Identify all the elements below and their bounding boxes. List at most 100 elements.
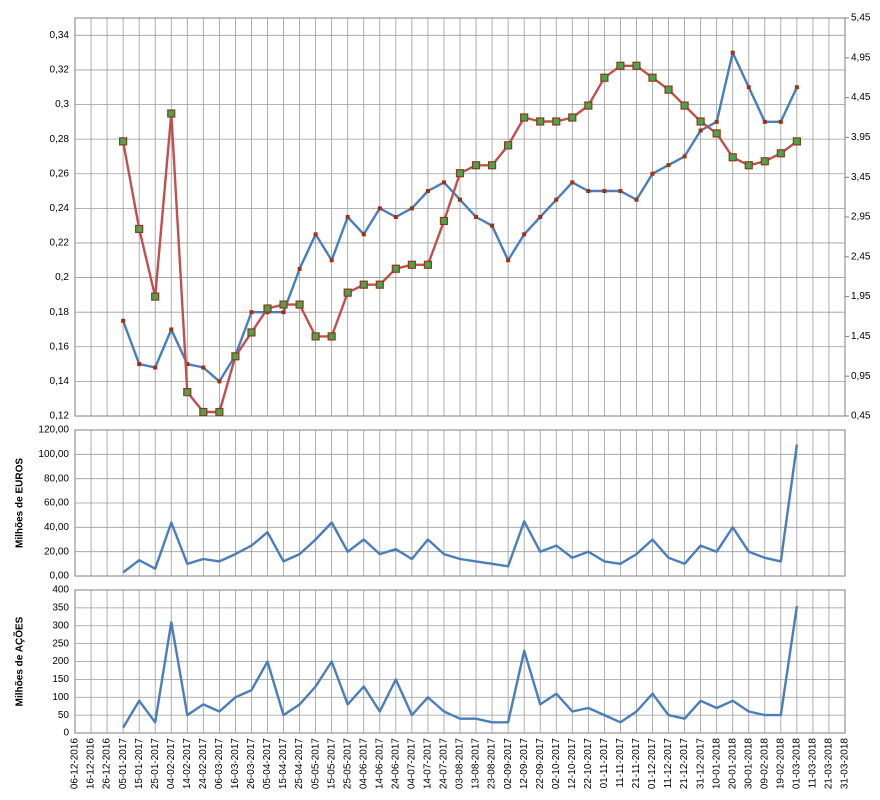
plot-frame bbox=[74, 17, 846, 417]
x-tick-label: 10-01-2018 bbox=[711, 738, 722, 790]
data-marker bbox=[119, 137, 128, 146]
data-marker bbox=[696, 117, 705, 126]
x-tick-label: 16-03-2017 bbox=[230, 738, 241, 790]
y-tick-label: 20,00 bbox=[44, 546, 69, 557]
data-marker bbox=[554, 197, 559, 202]
x-tick-label: 04-06-2017 bbox=[358, 738, 369, 790]
y-tick-label: 0,00 bbox=[50, 571, 70, 582]
x-tick-label: 22-09-2017 bbox=[535, 738, 546, 790]
data-marker bbox=[744, 161, 753, 170]
data-marker bbox=[536, 117, 545, 126]
series-line bbox=[122, 444, 799, 574]
x-tick-label: 14-02-2017 bbox=[182, 738, 193, 790]
data-marker bbox=[520, 113, 529, 122]
data-marker bbox=[602, 189, 607, 194]
data-marker bbox=[137, 362, 142, 367]
plot-frame bbox=[74, 429, 846, 577]
data-marker bbox=[552, 117, 561, 126]
x-tick-label: 05-05-2017 bbox=[310, 738, 321, 790]
x-tick-label: 16-12-2016 bbox=[86, 738, 97, 790]
y-tick-label: 0,2 bbox=[55, 272, 69, 283]
y2-tick-label: 5,45 bbox=[851, 13, 871, 24]
data-marker bbox=[185, 362, 190, 367]
x-tick-label: 20-01-2018 bbox=[727, 738, 738, 790]
data-marker bbox=[490, 223, 495, 228]
data-marker bbox=[538, 215, 543, 219]
data-marker bbox=[375, 280, 384, 289]
data-marker bbox=[712, 129, 721, 138]
x-tick-label: 01-12-2017 bbox=[647, 738, 658, 790]
data-marker bbox=[279, 300, 288, 309]
x-tick-label: 15-01-2017 bbox=[134, 738, 145, 790]
x-tick-label: 05-01-2017 bbox=[118, 738, 129, 790]
data-marker bbox=[231, 352, 240, 361]
x-tick-label: 24-06-2017 bbox=[390, 738, 401, 790]
x-tick-label: 14-07-2017 bbox=[423, 738, 434, 790]
data-marker bbox=[247, 328, 256, 337]
data-marker bbox=[359, 280, 368, 289]
data-marker bbox=[776, 149, 785, 158]
data-marker bbox=[680, 101, 689, 110]
y-tick-label: 350 bbox=[52, 603, 69, 614]
x-tick-label: 21-12-2017 bbox=[679, 738, 690, 790]
y-tick-label: 300 bbox=[52, 620, 69, 631]
data-marker bbox=[407, 260, 416, 269]
x-tick-label: 11-03-2018 bbox=[808, 738, 819, 789]
data-marker bbox=[568, 113, 577, 122]
data-marker bbox=[618, 189, 623, 194]
x-tick-label: 03-08-2017 bbox=[455, 738, 466, 790]
data-marker bbox=[648, 73, 657, 82]
data-marker bbox=[471, 161, 481, 170]
data-marker bbox=[600, 73, 609, 82]
x-tick-label: 09-02-2018 bbox=[759, 738, 770, 790]
data-marker bbox=[455, 169, 465, 178]
x-tick-label: 04-02-2017 bbox=[166, 738, 177, 790]
x-tick-label: 25-05-2017 bbox=[342, 738, 353, 790]
data-marker bbox=[263, 304, 272, 313]
data-marker bbox=[487, 161, 497, 170]
x-tick-label: 01-11-2017 bbox=[599, 738, 610, 789]
data-marker bbox=[151, 292, 160, 301]
x-tick-label: 11-11-2017 bbox=[615, 738, 626, 788]
y-tick-label: 0,24 bbox=[50, 203, 70, 214]
y-tick-label: 0,32 bbox=[50, 65, 70, 76]
data-marker bbox=[584, 101, 593, 110]
data-marker bbox=[682, 154, 687, 159]
data-marker bbox=[746, 85, 751, 90]
x-tick-label: 30-01-2018 bbox=[743, 738, 754, 790]
y2-tick-label: 4,45 bbox=[851, 92, 871, 103]
x-tick-label: 04-07-2017 bbox=[407, 738, 418, 790]
series-line bbox=[122, 605, 799, 729]
x-tick-label: 24-02-2017 bbox=[198, 738, 209, 790]
y2-tick-label: 2,95 bbox=[851, 212, 871, 223]
data-marker bbox=[345, 215, 350, 219]
data-marker bbox=[329, 258, 334, 263]
data-marker bbox=[570, 180, 575, 185]
x-tick-label: 25-04-2017 bbox=[294, 738, 305, 790]
y-tick-label: 100,00 bbox=[38, 449, 69, 460]
x-tick-label: 02-09-2017 bbox=[503, 738, 514, 790]
y2-tick-label: 0,95 bbox=[851, 371, 871, 382]
data-marker bbox=[522, 232, 527, 237]
data-marker bbox=[792, 137, 801, 146]
x-tick-label: 13-08-2017 bbox=[471, 738, 482, 790]
y-tick-label: 60,00 bbox=[44, 498, 69, 509]
data-marker bbox=[474, 215, 479, 219]
x-tick-label: 21-11-2017 bbox=[631, 738, 642, 789]
y-tick-label: 250 bbox=[52, 638, 69, 649]
y-axis-title: Milhões de AÇÕES bbox=[13, 616, 26, 706]
y2-tick-label: 1,95 bbox=[851, 291, 871, 302]
y-tick-label: 0,3 bbox=[55, 99, 69, 110]
x-tick-label: 26-03-2017 bbox=[246, 738, 257, 790]
x-tick-label: 14-06-2017 bbox=[374, 738, 385, 790]
data-marker bbox=[506, 258, 511, 263]
y2-tick-label: 4,95 bbox=[851, 52, 871, 63]
x-tick-label: 26-12-2016 bbox=[102, 738, 113, 790]
x-tick-label: 25-01-2017 bbox=[150, 738, 161, 790]
x-tick-label: 21-03-2018 bbox=[824, 738, 835, 790]
data-marker bbox=[409, 206, 414, 211]
x-tick-label: 15-05-2017 bbox=[326, 738, 337, 790]
x-tick-label: 22-10-2017 bbox=[583, 738, 594, 790]
y-tick-label: 150 bbox=[52, 674, 69, 685]
